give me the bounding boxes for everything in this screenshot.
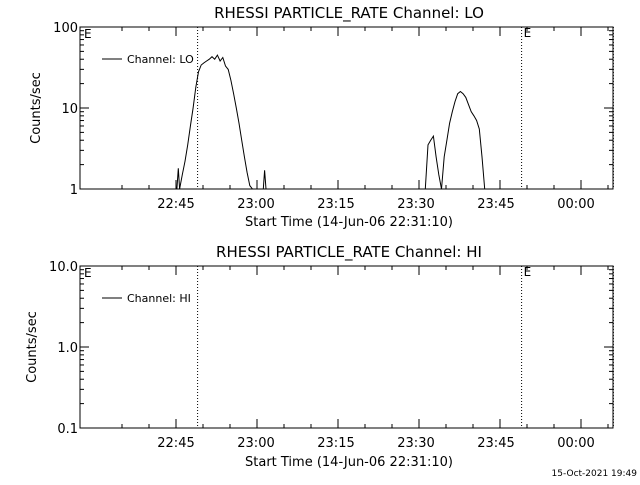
series-line: [262, 170, 267, 190]
chart-title: RHESSI PARTICLE_RATE Channel: HI: [216, 243, 482, 262]
y-tick-label: 0.1: [57, 422, 78, 437]
series-line: [424, 134, 442, 190]
x-tick-label: 23:00: [237, 197, 274, 212]
x-tick-label: 23:00: [237, 436, 274, 451]
chart-title: RHESSI PARTICLE_RATE Channel: LO: [214, 4, 484, 23]
series-line: [441, 90, 486, 190]
footer-timestamp: 15-Oct-2021 19:49: [552, 469, 638, 479]
x-tick-label: 23:15: [317, 436, 354, 451]
y-axis-label: Counts/sec: [29, 72, 44, 144]
x-tick-label: 00:00: [557, 436, 594, 451]
x-axis-label: Start Time (14-Jun-06 22:31:10): [245, 215, 453, 230]
y-tick-label: 1.0: [57, 341, 78, 356]
panel-hi: RHESSI PARTICLE_RATE Channel: HI Counts/…: [25, 243, 614, 470]
corner-label: E: [84, 266, 92, 280]
x-axis-label: Start Time (14-Jun-06 22:31:10): [245, 455, 453, 470]
event-marker-label: E: [524, 26, 532, 40]
plot-frame: [79, 26, 614, 190]
series-line: [176, 168, 181, 190]
x-tick-label: 22:45: [157, 436, 194, 451]
y-tick-label: 10.0: [49, 260, 78, 275]
corner-label: E: [84, 27, 92, 41]
x-tick-label: 23:45: [477, 436, 514, 451]
x-tick-label: 23:30: [397, 436, 434, 451]
x-tick-label: 23:30: [397, 197, 434, 212]
legend-label: Channel: HI: [127, 292, 191, 305]
event-marker-label: E: [524, 265, 532, 279]
x-tick-label: 23:45: [477, 197, 514, 212]
y-tick-label: 10: [61, 102, 78, 117]
x-tick-label: 22:45: [157, 197, 194, 212]
y-axis-label: Counts/sec: [25, 311, 40, 383]
y-tick-label: 100: [53, 21, 78, 36]
series-line: [179, 54, 253, 190]
legend-label: Channel: LO: [127, 53, 194, 66]
x-tick-label: 23:15: [317, 197, 354, 212]
x-tick-label: 00:00: [557, 197, 594, 212]
panel-lo: RHESSI PARTICLE_RATE Channel: LO Counts/…: [29, 4, 614, 230]
y-tick-label: 1: [70, 183, 78, 198]
plot-frame: [79, 265, 614, 429]
